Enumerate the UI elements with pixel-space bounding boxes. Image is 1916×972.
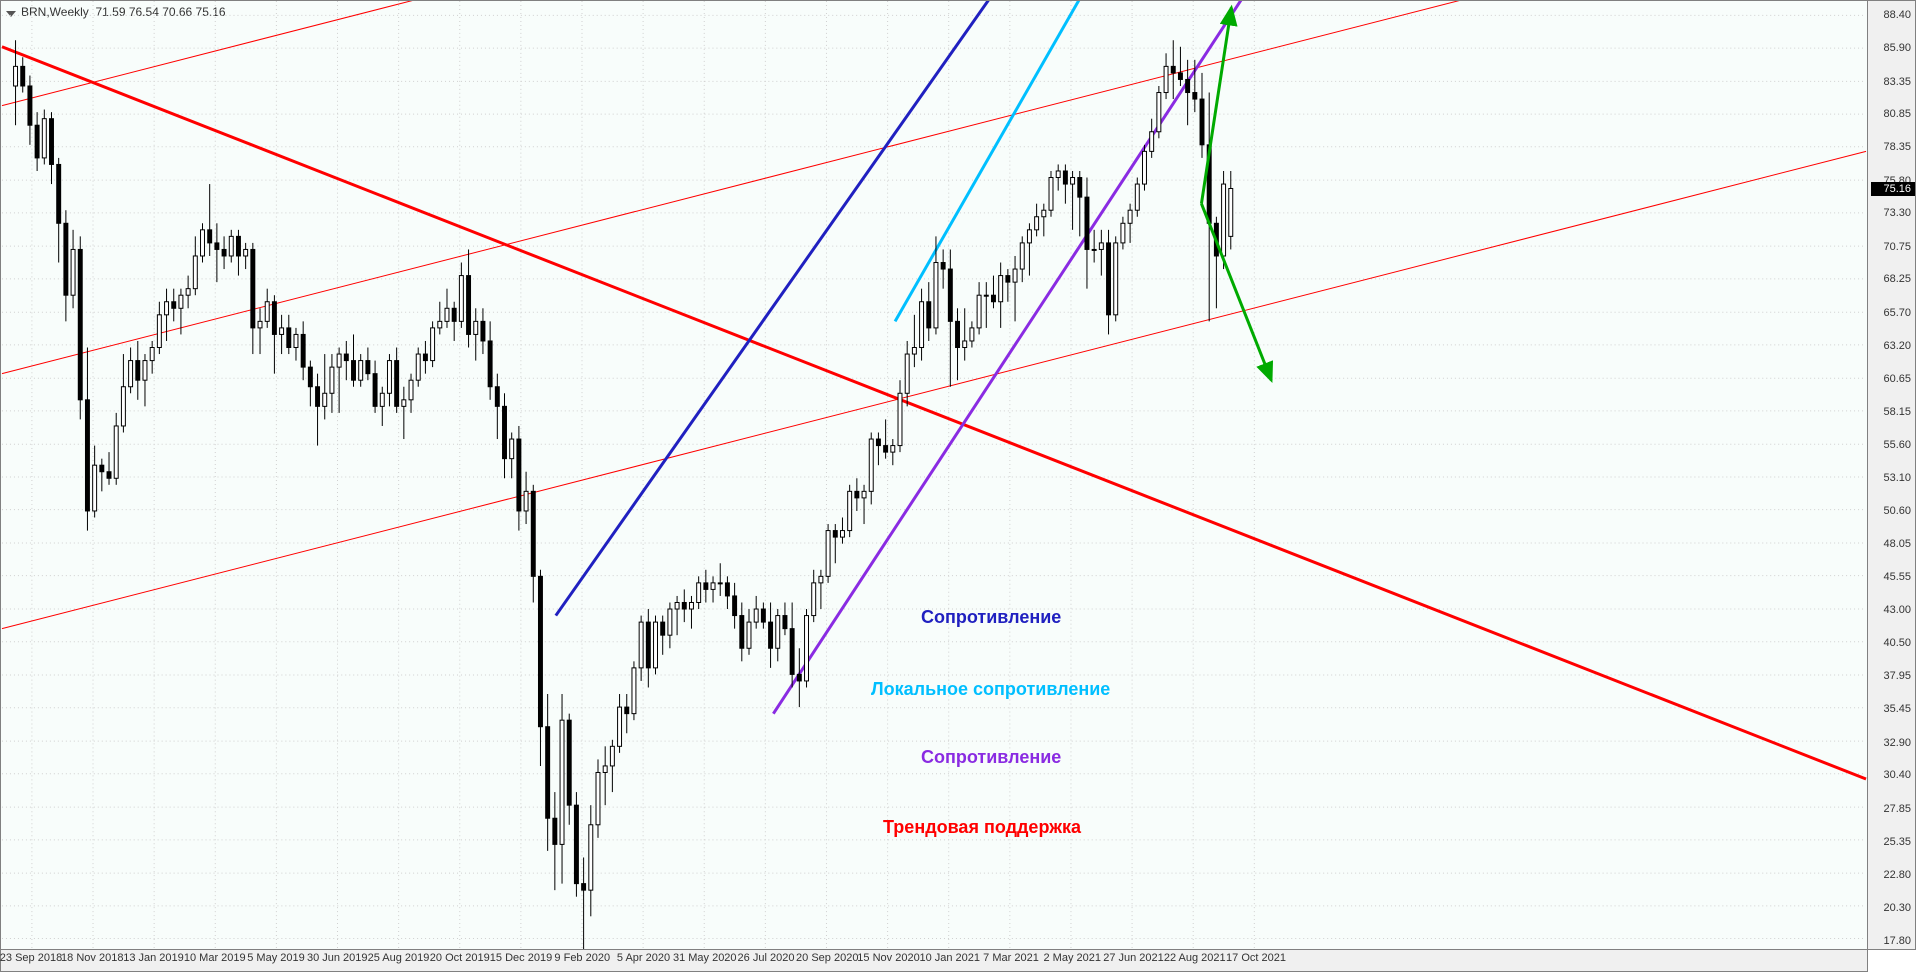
x-tick-label: 2 May 2021 (1044, 952, 1101, 964)
x-tick-label: 7 Mar 2021 (983, 952, 1039, 964)
candles-overlay (1, 1, 1867, 949)
y-tick-label: 48.05 (1883, 538, 1911, 550)
current-price-tag: 75.16 (1871, 182, 1915, 196)
y-tick-label: 73.30 (1883, 207, 1911, 219)
y-tick-label: 37.95 (1883, 670, 1911, 682)
annotation-label: Локальное сопротивление (871, 679, 1110, 700)
x-tick-label: 26 Jul 2020 (738, 952, 795, 964)
y-tick-label: 78.35 (1883, 141, 1911, 153)
y-axis[interactable]: 88.4085.9083.3580.8578.3575.8073.3070.75… (1868, 0, 1916, 950)
x-tick-label: 5 May 2019 (247, 952, 304, 964)
x-tick-label: 25 Aug 2019 (368, 952, 430, 964)
symbol-label: BRN,Weekly (21, 5, 89, 19)
y-tick-label: 68.25 (1883, 273, 1911, 285)
x-tick-label: 27 Jun 2021 (1103, 952, 1164, 964)
grid-overlay (1, 1, 1867, 949)
x-tick-label: 5 Apr 2020 (617, 952, 670, 964)
y-tick-label: 63.20 (1883, 340, 1911, 352)
chart-container: BRN,Weekly 71.59 76.54 70.66 75.16 Сопро… (0, 0, 1916, 972)
x-axis[interactable]: 23 Sep 201818 Nov 201813 Jan 201910 Mar … (0, 950, 1868, 972)
x-tick-label: 20 Oct 2019 (430, 952, 490, 964)
x-tick-label: 9 Feb 2020 (554, 952, 610, 964)
y-tick-label: 83.35 (1883, 76, 1911, 88)
annotation-label: Сопротивление (921, 607, 1061, 628)
trendlines-overlay (1, 1, 1867, 949)
y-tick-label: 20.30 (1883, 902, 1911, 914)
x-tick-label: 15 Nov 2020 (857, 952, 919, 964)
y-tick-label: 40.50 (1883, 637, 1911, 649)
y-tick-label: 17.80 (1883, 935, 1911, 947)
y-tick-label: 43.00 (1883, 604, 1911, 616)
y-tick-label: 88.40 (1883, 9, 1911, 21)
x-tick-label: 10 Jan 2021 (919, 952, 980, 964)
y-tick-label: 55.60 (1883, 439, 1911, 451)
x-tick-label: 31 May 2020 (673, 952, 737, 964)
y-tick-label: 58.15 (1883, 406, 1911, 418)
chart-area[interactable]: BRN,Weekly 71.59 76.54 70.66 75.16 Сопро… (0, 0, 1868, 950)
dropdown-icon[interactable] (6, 6, 16, 16)
x-tick-label: 30 Jun 2019 (307, 952, 368, 964)
y-tick-label: 45.55 (1883, 571, 1911, 583)
y-tick-label: 50.60 (1883, 505, 1911, 517)
annotation-label: Сопротивление (921, 747, 1061, 768)
x-tick-label: 22 Aug 2021 (1164, 952, 1226, 964)
x-tick-label: 23 Sep 2018 (0, 952, 62, 964)
x-tick-label: 10 Mar 2019 (184, 952, 246, 964)
y-tick-label: 53.10 (1883, 472, 1911, 484)
y-tick-label: 60.65 (1883, 373, 1911, 385)
y-tick-label: 70.75 (1883, 241, 1911, 253)
x-tick-label: 18 Nov 2018 (61, 952, 123, 964)
y-tick-label: 65.70 (1883, 307, 1911, 319)
y-tick-label: 27.85 (1883, 803, 1911, 815)
y-tick-label: 22.80 (1883, 869, 1911, 881)
x-tick-label: 17 Oct 2021 (1226, 952, 1286, 964)
y-tick-label: 32.90 (1883, 737, 1911, 749)
y-tick-label: 25.35 (1883, 836, 1911, 848)
arrows-overlay (1, 1, 1867, 949)
y-tick-label: 85.90 (1883, 42, 1911, 54)
chart-header: BRN,Weekly 71.59 76.54 70.66 75.16 (21, 5, 226, 19)
ohlc-label: 71.59 76.54 70.66 75.16 (95, 5, 225, 19)
y-tick-label: 35.45 (1883, 703, 1911, 715)
x-tick-label: 20 Sep 2020 (796, 952, 858, 964)
x-tick-label: 15 Dec 2019 (490, 952, 552, 964)
y-tick-label: 80.85 (1883, 108, 1911, 120)
y-tick-label: 30.40 (1883, 769, 1911, 781)
annotation-label: Трендовая поддержка (883, 817, 1081, 838)
x-tick-label: 13 Jan 2019 (123, 952, 184, 964)
